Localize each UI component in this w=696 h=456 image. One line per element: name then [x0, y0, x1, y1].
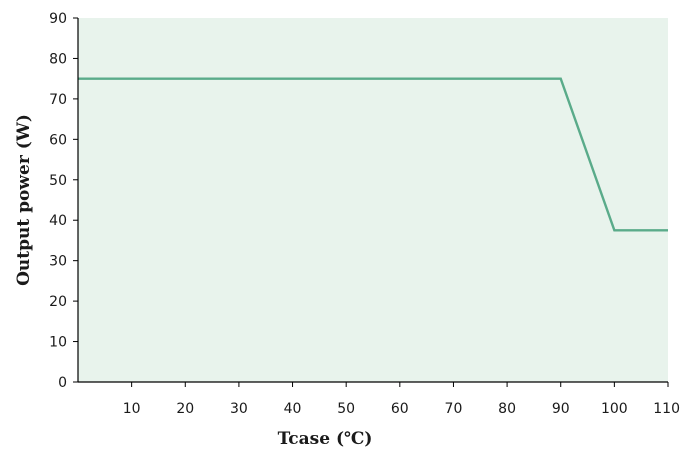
y-tick-label: 60 [49, 132, 67, 148]
plot-area [78, 18, 668, 382]
x-axis-title: Tcase (℃) [278, 429, 373, 449]
y-tick-label: 80 [49, 51, 67, 67]
y-tick-label: 20 [49, 294, 67, 310]
series-line [78, 77, 668, 232]
x-tick-label: 90 [552, 401, 570, 417]
x-tick-label: 60 [391, 401, 409, 417]
y-axis-title: Output power (W) [14, 114, 34, 286]
y-axis-ticks: 0 10 20 30 40 50 60 70 80 90 [49, 11, 78, 391]
series-layer [78, 77, 668, 232]
y-tick-label: 10 [49, 335, 67, 351]
x-tick-label: 10 [123, 401, 141, 417]
y-tick-label: 70 [49, 92, 67, 108]
x-tick-label: 70 [445, 401, 463, 417]
x-tick-label: 110 [653, 401, 680, 417]
x-tick-label: 40 [284, 401, 302, 417]
y-tick-label: 90 [49, 11, 67, 27]
y-tick-label: 0 [58, 375, 67, 391]
x-tick-label: 100 [601, 401, 628, 417]
y-tick-label: 30 [49, 254, 67, 270]
y-tick-label: 40 [49, 213, 67, 229]
x-tick-label: 80 [498, 401, 516, 417]
x-tick-label: 50 [337, 401, 355, 417]
y-tick-label: 50 [49, 173, 67, 189]
x-axis-ticks: 10 20 30 40 50 60 70 80 90 100 110 [123, 382, 680, 417]
x-tick-label: 20 [176, 401, 194, 417]
x-tick-label: 30 [230, 401, 248, 417]
